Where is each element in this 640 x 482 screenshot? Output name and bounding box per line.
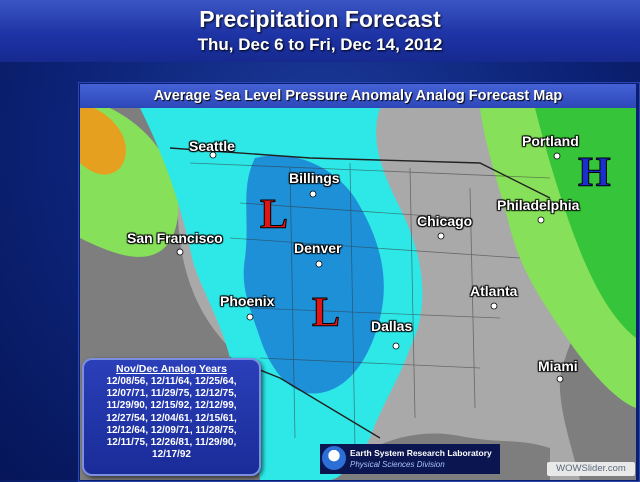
watermark: WOWSlider.com: [547, 462, 635, 476]
city-label-philadelphia: Philadelphia: [497, 197, 580, 213]
city-label-billings: Billings: [289, 170, 340, 186]
city-label-denver: Denver: [294, 240, 342, 256]
low-pressure-letter-north: L: [260, 192, 288, 238]
analog-years-line: 12/11/75, 12/26/81, 11/29/90,: [106, 437, 237, 449]
division-name: Physical Sciences Division: [350, 460, 445, 469]
analog-years-list: 12/08/56, 12/11/64, 12/25/64, 12/07/71, …: [84, 376, 259, 461]
date-range-subtitle: Thu, Dec 6 to Fri, Dec 14, 2012: [197, 35, 443, 54]
state-borders: [189, 162, 551, 449]
title-band: Precipitation Forecast Thu, Dec 6 to Fri…: [0, 0, 640, 62]
city-dot-san-francisco: [176, 248, 184, 256]
city-markers: [176, 151, 564, 383]
low-pressure-letter-south: L: [312, 290, 340, 336]
city-dot-atlanta: [490, 302, 498, 310]
lab-name: Earth System Research Laboratory: [350, 448, 492, 458]
analog-years-title: Nov/Dec Analog Years: [116, 363, 227, 375]
analog-years-line: 12/27/54, 12/04/61, 12/15/61,: [106, 412, 237, 424]
city-label-seattle: Seattle: [189, 138, 235, 154]
city-label-miami: Miami: [538, 358, 578, 374]
analog-years-line: 11/29/90, 12/15/92, 12/12/99,: [106, 400, 237, 412]
map-title: Average Sea Level Pressure Anomaly Analo…: [80, 84, 636, 108]
analog-years-line: 12/07/71, 11/29/75, 12/12/75,: [106, 388, 237, 400]
city-dot-phoenix: [246, 313, 254, 321]
city-label-portland: Portland: [522, 133, 579, 149]
analog-years-box: Nov/Dec Analog Years 12/08/56, 12/11/64,…: [82, 358, 261, 476]
city-dot-billings: [309, 190, 317, 198]
city-label-san-francisco: San Francisco: [127, 230, 223, 246]
city-dot-denver: [315, 260, 323, 268]
analog-years-line: 12/17/92: [152, 449, 191, 461]
city-dot-miami: [556, 375, 564, 383]
canada-border: [169, 147, 551, 199]
low-anomaly-inner: [243, 155, 384, 394]
high-pressure-letter: H: [578, 150, 611, 196]
west-strong-high: [80, 108, 126, 175]
city-dot-portland: [553, 152, 561, 160]
city-label-chicago: Chicago: [417, 213, 473, 229]
city-dot-seattle: [209, 151, 217, 159]
city-dot-dallas: [392, 342, 400, 350]
city-dot-chicago: [437, 232, 445, 240]
city-label-dallas: Dallas: [371, 318, 413, 334]
city-dot-philadelphia: [537, 216, 545, 224]
east-strong-high: [535, 108, 636, 338]
noaa-logo-icon: [322, 446, 346, 470]
city-label-atlanta: Atlanta: [470, 283, 518, 299]
page-title: Precipitation Forecast: [199, 6, 441, 32]
analog-years-line: 12/12/64, 12/09/71, 11/28/75,: [106, 424, 237, 436]
analog-years-line: 12/08/56, 12/11/64, 12/25/64,: [106, 376, 237, 387]
city-label-phoenix: Phoenix: [220, 293, 275, 309]
esrl-credit: Earth System Research Laboratory Physica…: [320, 444, 500, 474]
